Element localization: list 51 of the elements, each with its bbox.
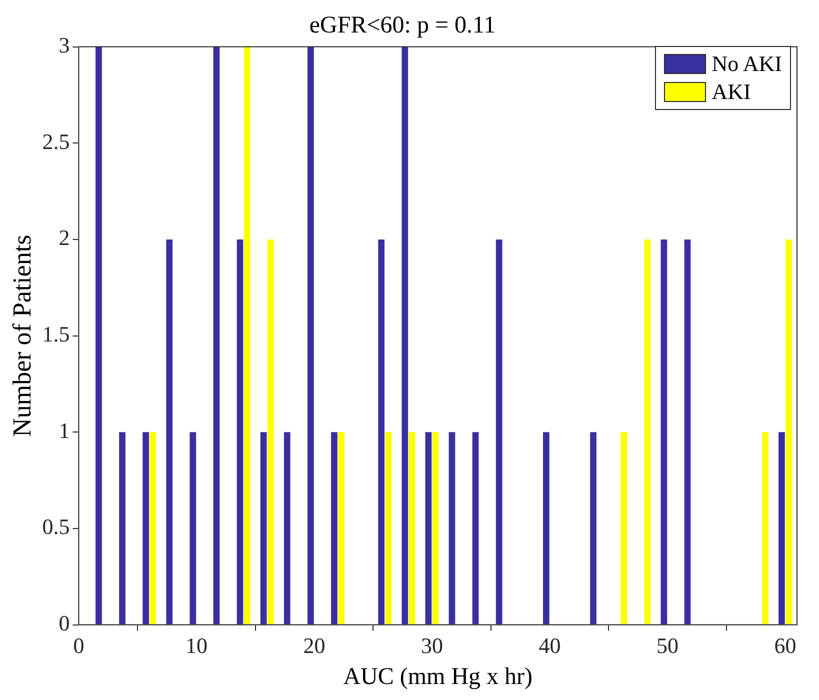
bar bbox=[496, 239, 502, 624]
bar bbox=[425, 432, 432, 624]
bar bbox=[213, 46, 220, 624]
bar bbox=[331, 432, 338, 624]
bar bbox=[402, 46, 408, 624]
bar bbox=[338, 432, 344, 624]
bar bbox=[96, 46, 102, 624]
bar bbox=[408, 432, 416, 624]
bar bbox=[543, 432, 550, 624]
bar bbox=[267, 239, 274, 624]
y-tick-label: 1.5 bbox=[42, 322, 70, 347]
y-tick-label: 3 bbox=[58, 32, 70, 58]
x-tick-label: 40 bbox=[538, 632, 561, 658]
x-tick-label: 20 bbox=[303, 632, 326, 658]
x-tick-label: 10 bbox=[185, 632, 208, 658]
bar bbox=[644, 239, 651, 624]
bar bbox=[260, 432, 267, 624]
bar bbox=[166, 239, 173, 624]
bar bbox=[236, 239, 244, 624]
bar bbox=[432, 432, 439, 624]
bar bbox=[244, 46, 250, 624]
chart-title: eGFR<60: p = 0.11 bbox=[309, 12, 496, 39]
x-axis-title: AUC (mm Hg x hr) bbox=[343, 664, 533, 690]
bar bbox=[307, 46, 314, 624]
bar bbox=[778, 432, 785, 624]
bar bbox=[119, 432, 126, 624]
y-tick-label: 2 bbox=[58, 225, 70, 250]
bar bbox=[190, 432, 196, 624]
bar bbox=[385, 432, 392, 624]
bar bbox=[684, 239, 691, 624]
bar bbox=[762, 432, 768, 624]
bar bbox=[472, 432, 479, 624]
bar bbox=[786, 239, 792, 624]
bar bbox=[142, 432, 149, 624]
bar bbox=[590, 432, 596, 624]
y-tick-label: 0 bbox=[58, 610, 70, 636]
bar bbox=[284, 432, 290, 624]
x-tick-label: 30 bbox=[420, 632, 443, 658]
x-tick-label: 60 bbox=[774, 632, 796, 658]
y-tick-label: 2.5 bbox=[42, 128, 70, 154]
y-tick-label: 0.5 bbox=[42, 514, 70, 540]
bar bbox=[150, 432, 156, 624]
legend-label: No AKI bbox=[712, 50, 782, 78]
y-axis-title: Number of Patients bbox=[7, 234, 36, 437]
bar bbox=[448, 432, 456, 624]
x-tick-label: 50 bbox=[656, 632, 678, 658]
bar bbox=[620, 432, 628, 624]
y-tick-label: 1 bbox=[58, 418, 70, 443]
bar bbox=[660, 239, 668, 624]
legend-label: AKI bbox=[712, 78, 751, 106]
bar bbox=[378, 239, 385, 624]
